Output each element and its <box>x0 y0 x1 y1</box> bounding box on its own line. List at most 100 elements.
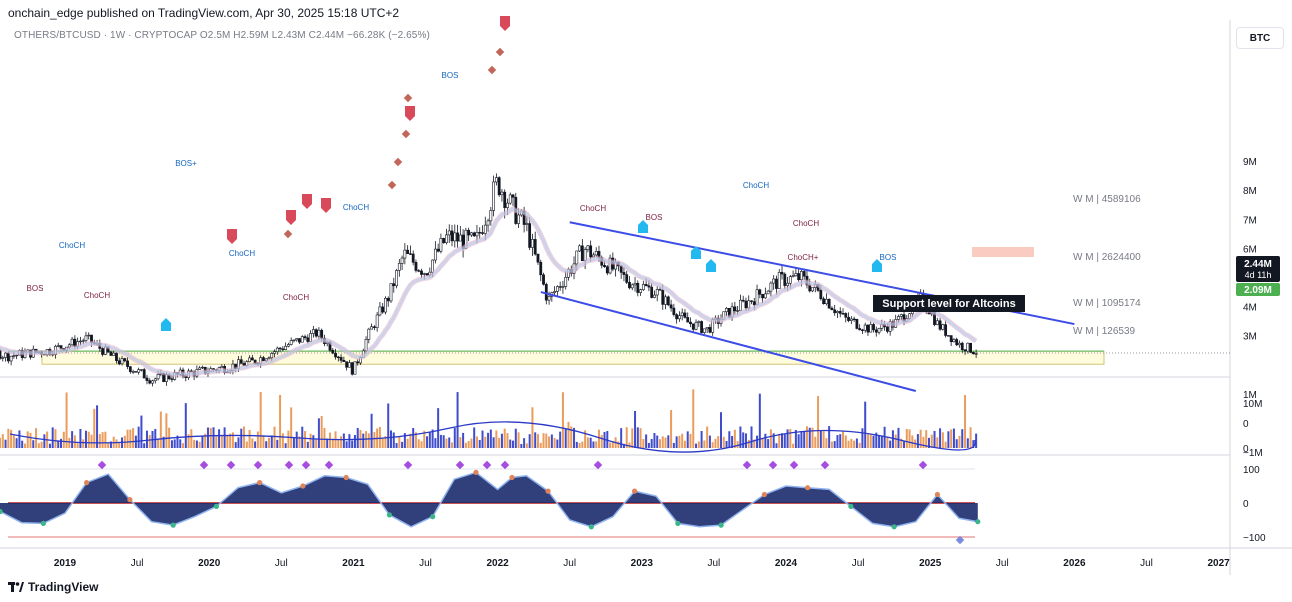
volume-bar <box>969 427 972 448</box>
volume-bar <box>925 430 928 448</box>
volume-bar <box>79 428 82 448</box>
volume-bar <box>279 394 282 448</box>
x-tick-label: Jul <box>563 558 576 569</box>
osc-point <box>675 520 681 527</box>
candle <box>314 328 318 338</box>
volume-bar <box>248 429 251 448</box>
volume-bar <box>51 427 54 448</box>
volume-bar <box>889 440 892 448</box>
candle <box>769 281 773 297</box>
x-tick-label: 2026 <box>1063 558 1086 569</box>
candle <box>633 276 637 292</box>
volume-bar <box>714 438 717 448</box>
structure-label: ChoCH <box>343 203 369 212</box>
volume-bar <box>620 428 623 448</box>
candle <box>725 306 728 316</box>
candle <box>827 298 831 309</box>
osc-point <box>545 488 551 494</box>
volume-bar <box>664 437 667 448</box>
candle <box>497 176 501 197</box>
candle <box>356 359 360 366</box>
volume-bar <box>900 438 903 448</box>
volume-bar <box>256 431 259 448</box>
candle <box>334 348 337 360</box>
volume-bar <box>631 428 634 448</box>
volume-bar <box>600 435 603 448</box>
volume-bar <box>975 433 978 448</box>
candle <box>389 283 393 304</box>
volume-bar <box>672 442 675 448</box>
volume-bar <box>198 441 201 448</box>
volume-bar <box>789 429 792 448</box>
volume-bar <box>675 436 678 448</box>
volume-bar <box>955 439 958 448</box>
volume-bar <box>143 443 146 448</box>
tradingview-brand[interactable]: TradingView <box>8 580 98 594</box>
volume-bar <box>880 435 883 448</box>
candle <box>411 250 415 266</box>
volume-bar <box>129 429 132 448</box>
volume-bar <box>575 441 578 448</box>
candle <box>275 346 279 355</box>
volume-bar <box>154 428 157 448</box>
volume-bar <box>514 428 517 448</box>
x-tick-label: 2019 <box>54 558 77 569</box>
candle <box>494 173 498 186</box>
volume-bar <box>647 442 650 448</box>
buy-signal-icon <box>872 259 882 272</box>
volume-bar <box>464 442 467 448</box>
publisher-caption: onchain_edge published on TradingView.co… <box>8 6 400 20</box>
sell-signal-icon <box>405 106 415 121</box>
osc-point <box>300 483 306 489</box>
candle <box>1 355 5 362</box>
osc-point <box>0 508 3 515</box>
volume-bar <box>625 427 628 448</box>
currency-button[interactable]: BTC <box>1236 27 1284 49</box>
volume-bar <box>182 443 185 448</box>
volume-bar <box>345 441 348 448</box>
osc-signal-diamond <box>324 460 334 470</box>
x-tick-label: 2021 <box>342 558 365 569</box>
level-label: W M | 1095174 <box>1073 298 1141 309</box>
volume-bar <box>420 441 423 448</box>
volume-bar <box>828 426 831 448</box>
volume-bar <box>961 429 964 448</box>
volume-bar <box>697 441 700 448</box>
volume-bar <box>525 443 528 448</box>
candle <box>630 283 634 291</box>
volume-bar <box>722 436 725 448</box>
candle <box>949 335 953 347</box>
volume-bar <box>764 433 767 448</box>
volume-bar <box>414 432 417 448</box>
volume-bar <box>237 437 240 448</box>
osc-point <box>127 497 133 503</box>
candle <box>653 290 656 299</box>
volume-bar <box>448 437 451 448</box>
volume-bar <box>523 438 526 448</box>
volume-bar <box>747 439 750 448</box>
volume-bar <box>542 433 545 448</box>
candle <box>350 361 354 376</box>
volume-bar <box>883 426 886 448</box>
volume-bar <box>384 436 387 448</box>
volume-bar <box>520 443 523 448</box>
volume-bar <box>830 441 833 448</box>
volume-bar <box>323 427 326 448</box>
candle <box>805 270 809 289</box>
candle <box>700 320 703 334</box>
candle <box>592 252 595 258</box>
volume-bar <box>658 439 661 448</box>
volume-bar <box>423 430 426 448</box>
candle <box>758 288 762 299</box>
volume-bar <box>506 433 509 448</box>
y-tick-label: 1M <box>1243 390 1257 401</box>
tradingview-logo-icon <box>8 582 24 592</box>
candle <box>336 355 340 362</box>
volume-bar <box>204 433 207 448</box>
volume-tick-label: 10M <box>1243 399 1262 410</box>
structure-label: ChoCH <box>84 291 110 300</box>
candle <box>636 280 640 297</box>
candle <box>777 269 781 289</box>
volume-bar <box>190 429 193 448</box>
